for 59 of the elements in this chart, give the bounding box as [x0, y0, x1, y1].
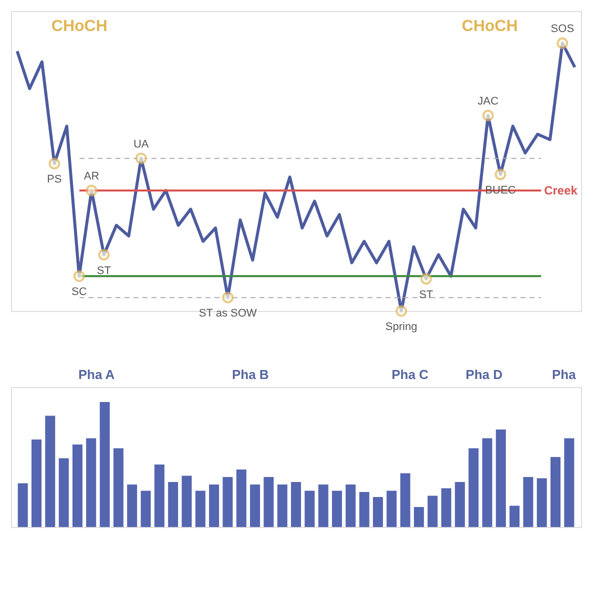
bar: [140, 490, 151, 527]
text: Pha B: [232, 367, 269, 382]
bar: [209, 484, 220, 527]
annotation: ST: [96, 264, 112, 277]
bar: [372, 497, 383, 527]
annotation: UA: [133, 138, 150, 150]
bar: [18, 483, 28, 527]
bar: [45, 416, 56, 527]
bar: [113, 448, 124, 527]
bar: [250, 484, 260, 527]
bar: [482, 438, 492, 527]
bar: [168, 482, 178, 527]
bar: [414, 507, 424, 527]
bar: [222, 477, 233, 527]
annotation: AR: [84, 170, 100, 182]
annotation: JAC: [478, 95, 499, 108]
bar: [318, 484, 328, 527]
bar: [468, 448, 479, 527]
bar: [127, 484, 138, 527]
bar: [510, 506, 520, 527]
bar: [550, 457, 561, 527]
bar: [332, 490, 342, 527]
annotation: Spring: [385, 321, 418, 333]
bar: [31, 440, 42, 527]
bar: [359, 492, 370, 527]
bar: [182, 476, 192, 527]
bar: [564, 438, 574, 527]
annotation: ST: [419, 288, 434, 301]
text: Pha: [552, 367, 577, 382]
bar: [100, 402, 110, 527]
ref-line-label: Creek: [544, 183, 578, 198]
bar: [346, 484, 356, 527]
text: Pha A: [78, 367, 116, 382]
bar: [536, 478, 547, 527]
bar: [86, 438, 96, 527]
bar: [496, 430, 506, 527]
bar: [428, 496, 438, 527]
bar: [304, 490, 315, 527]
bar: [441, 488, 452, 527]
bar: [277, 484, 288, 527]
annotation: PS: [47, 174, 62, 186]
bar: [195, 490, 206, 527]
bar: [400, 473, 410, 527]
bar: [386, 490, 397, 527]
text: Pha C: [392, 367, 430, 382]
annotation: SC: [72, 286, 87, 298]
text: CHoCH: [51, 18, 108, 35]
annotation: SOS: [550, 23, 574, 36]
annotation: ST as SOW: [198, 308, 258, 320]
bar: [72, 444, 82, 527]
bar: [454, 482, 465, 527]
bar: [523, 477, 534, 527]
bar: [264, 477, 274, 527]
bar: [154, 464, 164, 527]
bar: [290, 482, 302, 527]
text: CHoCH: [462, 18, 518, 35]
text: Pha D: [466, 367, 503, 382]
bar: [58, 458, 69, 527]
bar: [236, 470, 246, 527]
